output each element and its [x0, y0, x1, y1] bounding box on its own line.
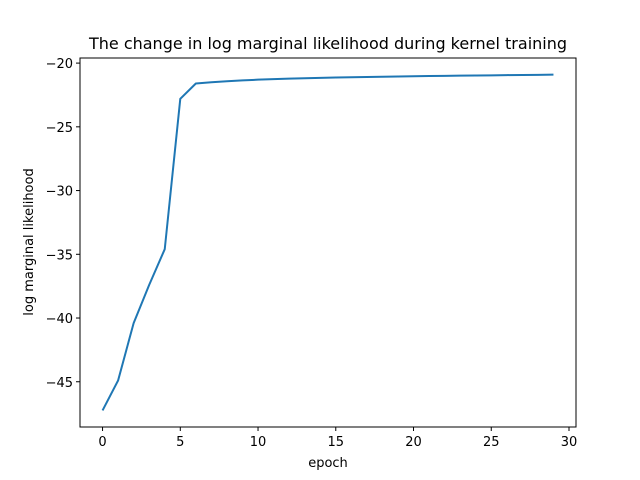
x-tick-label: 15: [328, 435, 345, 450]
y-tick-label: −40: [46, 312, 73, 327]
y-tick-label: −35: [46, 248, 73, 263]
x-tick-label: 25: [483, 435, 500, 450]
series-line: [101, 73, 554, 411]
plot-area: [79, 57, 577, 428]
y-tick-label: −30: [46, 185, 73, 200]
chart-title: The change in log marginal likelihood du…: [88, 34, 567, 53]
x-tick-label: 0: [98, 435, 106, 450]
x-tick-label: 20: [405, 435, 422, 450]
x-axis: 0 5 10 15 20 25 30: [98, 427, 577, 450]
y-axis: −45 −40 −35 −30 −25 −20: [46, 57, 80, 391]
x-axis-label: epoch: [308, 456, 348, 471]
y-axis-label: log marginal likelihood: [22, 168, 37, 315]
y-tick-label: −25: [46, 121, 73, 136]
y-tick-label: −45: [46, 376, 73, 391]
x-tick-label: 30: [561, 435, 578, 450]
plot-frame: [79, 57, 577, 428]
x-tick-label: 10: [250, 435, 267, 450]
y-tick-label: −20: [46, 57, 73, 72]
x-tick-label: 5: [176, 435, 184, 450]
